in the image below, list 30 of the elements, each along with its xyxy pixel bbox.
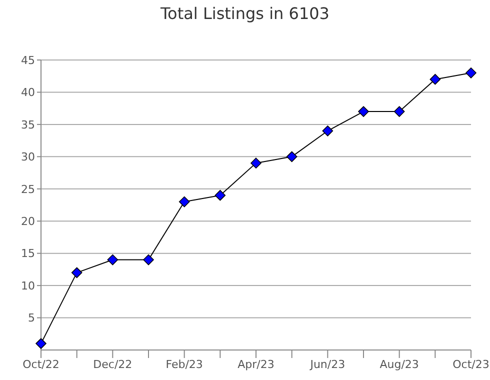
point	[143, 254, 154, 266]
point	[286, 151, 298, 162]
point	[466, 67, 476, 78]
point	[178, 196, 190, 208]
y-tick-label: 5	[28, 312, 35, 325]
point	[214, 190, 226, 201]
point	[250, 158, 262, 169]
x-tick-label: Dec/22	[93, 358, 132, 371]
point	[394, 106, 405, 117]
y-tick-label: 25	[21, 182, 35, 196]
y-tick-label: 35	[21, 118, 35, 132]
y-tick-label: 30	[21, 150, 35, 164]
y-tick-label: 20	[21, 215, 35, 228]
x-tick-label: Jun/23	[309, 358, 346, 371]
point	[71, 267, 82, 278]
point	[36, 338, 46, 349]
x-tick-label: Aug/23	[380, 358, 419, 371]
point	[358, 106, 369, 117]
chart-title: Total Listings in 6103	[160, 4, 330, 23]
x-tick-label: Oct/22	[22, 358, 60, 371]
x-tick-label: Apr/23	[238, 358, 274, 371]
x-tick-label: Feb/23	[166, 358, 203, 371]
y-tick-label: 10	[21, 279, 35, 292]
y-tick-label: 15	[21, 247, 35, 260]
y-tick-label: 40	[21, 86, 35, 100]
point	[430, 74, 441, 85]
point	[322, 125, 334, 136]
y-tick-label: 45	[21, 54, 35, 67]
x-tick-label: Oct/23	[452, 358, 490, 371]
point	[107, 254, 118, 266]
